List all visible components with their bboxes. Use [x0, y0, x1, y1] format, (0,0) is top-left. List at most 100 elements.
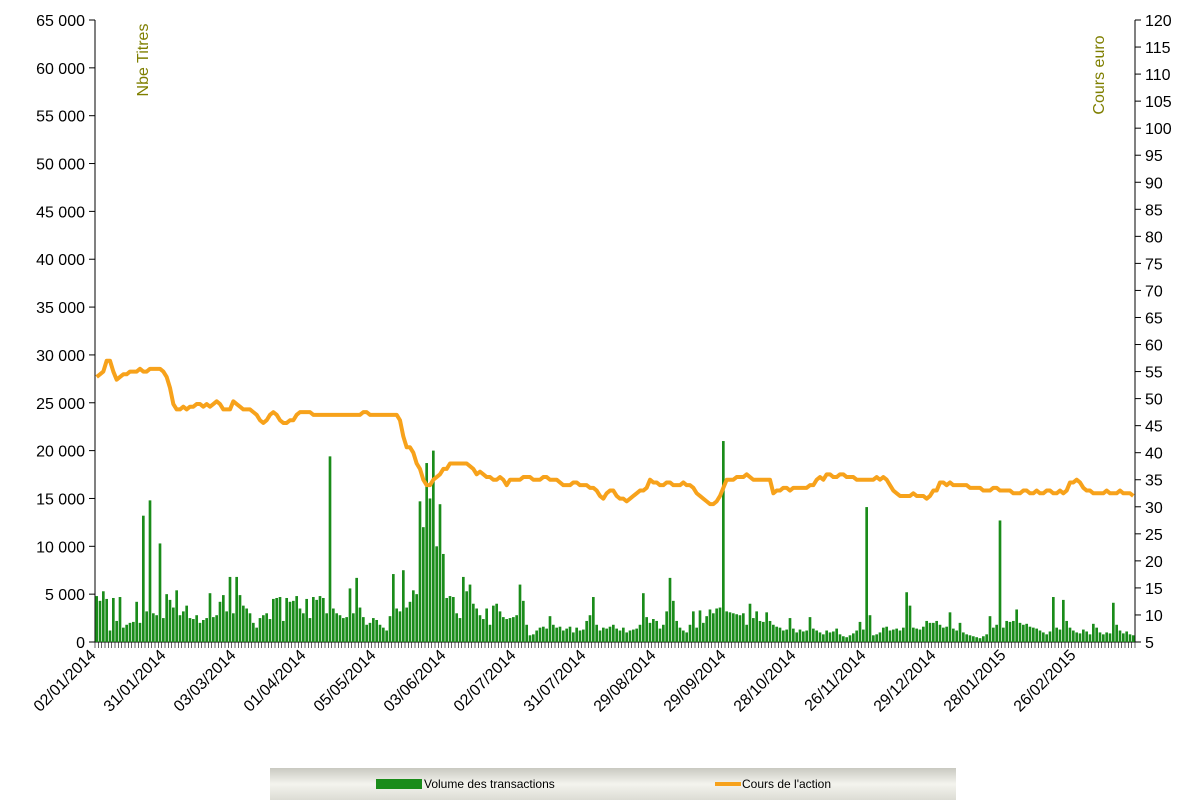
- bar: [275, 597, 278, 642]
- bar: [898, 630, 902, 642]
- bar: [772, 624, 775, 642]
- bar: [878, 632, 882, 642]
- bar: [1118, 630, 1122, 642]
- bar: [458, 618, 462, 642]
- bar: [722, 441, 725, 642]
- y2-tick-label: 55: [1145, 365, 1163, 382]
- bar: [455, 613, 458, 642]
- y-tick-label: 25 000: [36, 396, 85, 413]
- bar: [582, 629, 585, 642]
- bar: [1032, 627, 1035, 642]
- bar: [478, 615, 482, 642]
- bar: [482, 619, 485, 642]
- bar: [165, 594, 168, 642]
- bar: [1132, 635, 1135, 642]
- bar: [608, 626, 612, 642]
- bar: [818, 632, 822, 642]
- y2-tick-label: 70: [1145, 283, 1163, 300]
- bar: [218, 601, 222, 642]
- bar: [332, 608, 335, 642]
- bar: [505, 619, 508, 642]
- bar: [635, 628, 638, 642]
- bar: [438, 504, 442, 642]
- bar: [528, 635, 532, 642]
- bar: [302, 613, 305, 642]
- bar: [918, 629, 922, 642]
- bar: [1052, 597, 1055, 642]
- bar: [805, 630, 808, 642]
- bar: [382, 627, 385, 642]
- bar: [958, 622, 962, 642]
- bar: [882, 627, 885, 642]
- bar: [135, 601, 138, 642]
- bar: [412, 590, 415, 642]
- bar: [885, 626, 888, 642]
- bar: [815, 630, 818, 642]
- bar: [148, 500, 152, 642]
- bar: [1018, 622, 1022, 642]
- bar: [348, 588, 352, 642]
- bar: [542, 626, 545, 642]
- bar: [212, 617, 215, 642]
- y2-tick-label: 50: [1145, 392, 1163, 409]
- bar: [372, 618, 375, 642]
- bar: [858, 621, 862, 642]
- legend-label: Cours de l'action: [742, 777, 831, 791]
- bar: [418, 501, 422, 642]
- y-tick-label: 0: [76, 635, 85, 652]
- bar: [792, 628, 795, 642]
- bar: [972, 636, 975, 642]
- bar: [305, 598, 308, 642]
- y2-axis-label: Cours euro: [1091, 35, 1108, 114]
- bar: [515, 615, 518, 642]
- bar: [912, 627, 915, 642]
- y2-tick-label: 105: [1145, 94, 1172, 111]
- y-tick-label: 20 000: [36, 444, 85, 461]
- bar: [658, 628, 662, 642]
- y-tick-label: 10 000: [36, 539, 85, 556]
- bar: [462, 576, 465, 642]
- bar: [888, 630, 892, 642]
- bar: [702, 622, 705, 642]
- bar: [588, 615, 592, 642]
- bar: [668, 577, 672, 642]
- x-tick-label: 26/02/2015: [1011, 647, 1080, 716]
- bar: [1105, 632, 1108, 642]
- bar: [105, 598, 108, 642]
- y-tick-label: 15 000: [36, 491, 85, 508]
- bar: [465, 591, 468, 642]
- bar: [322, 597, 325, 642]
- bar: [735, 614, 738, 642]
- legend-box: [270, 768, 956, 800]
- bar: [1082, 629, 1085, 642]
- bar: [128, 622, 132, 642]
- bar: [572, 632, 575, 642]
- bar: [388, 616, 392, 642]
- bar: [688, 624, 692, 642]
- bar: [1008, 621, 1012, 642]
- bar: [422, 527, 425, 642]
- bar: [1028, 626, 1032, 642]
- bar: [718, 607, 722, 642]
- bar: [1085, 631, 1088, 642]
- bar: [425, 463, 428, 642]
- bar: [488, 624, 492, 642]
- bar: [1088, 634, 1092, 642]
- bar: [252, 622, 255, 642]
- y2-tick-label: 120: [1145, 13, 1172, 30]
- bar: [575, 627, 578, 642]
- bar: [122, 627, 125, 642]
- x-tick-label: 31/07/2014: [521, 647, 590, 716]
- bar: [845, 637, 848, 642]
- bar: [798, 629, 802, 642]
- y-tick-label: 45 000: [36, 204, 85, 221]
- bar: [1128, 634, 1132, 642]
- bar: [672, 600, 675, 642]
- bar: [255, 627, 258, 642]
- y2-tick-label: 110: [1145, 67, 1171, 84]
- bar: [998, 520, 1002, 642]
- bar: [242, 605, 245, 642]
- bar: [325, 613, 328, 642]
- bar: [328, 456, 332, 642]
- bar: [308, 618, 312, 642]
